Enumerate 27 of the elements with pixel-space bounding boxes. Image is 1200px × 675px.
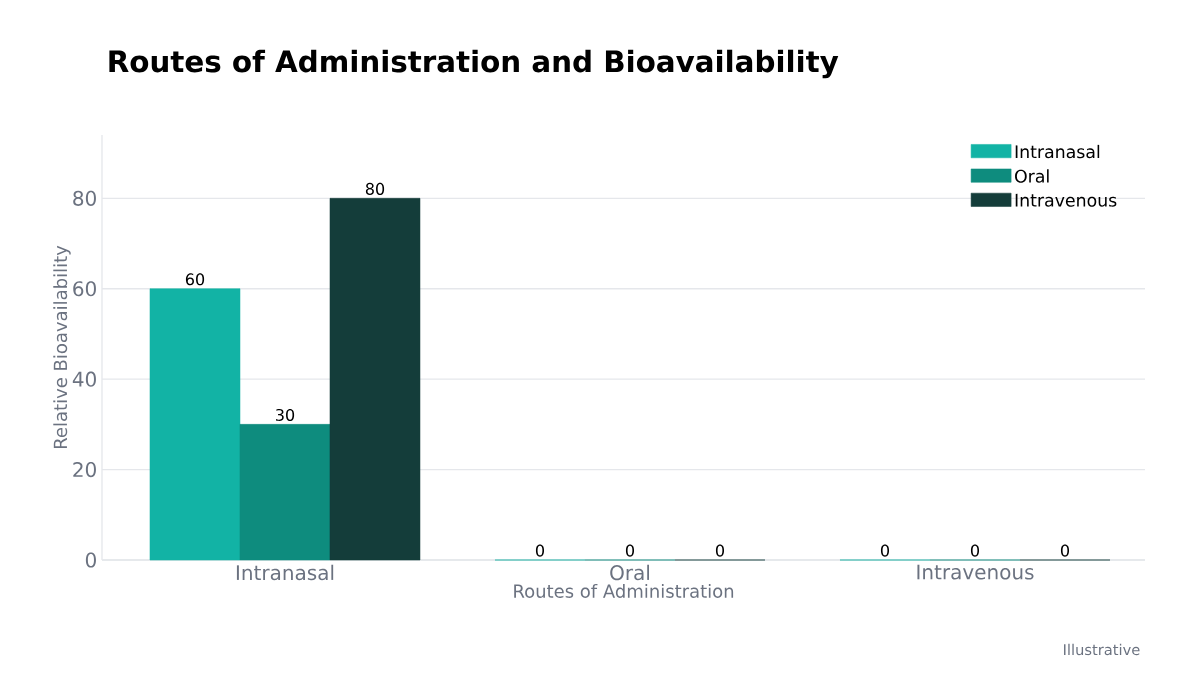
text: Illustrative [1064, 643, 1140, 656]
y-tick-label: 20 [73, 462, 96, 478]
legend-label: Intravenous [1015, 193, 1117, 207]
y-tick-label: 60 [73, 281, 96, 297]
x-axis-title: Routes of Administration [514, 584, 734, 598]
legend-label: Intranasal [1015, 144, 1100, 159]
bar [239, 424, 331, 561]
chart-title: Routes of Administration and Bioavailability [109, 49, 839, 79]
data-label: 30 [276, 408, 295, 421]
y-tick-label: 40 [72, 371, 96, 387]
x-tick-label: Oral [610, 564, 650, 581]
y-tick-label: 80 [73, 190, 96, 206]
data-label: 0 [970, 544, 980, 557]
y-tick-label: 0 [85, 552, 96, 568]
y-axis-title: Relative Bioavailability [53, 245, 71, 449]
bar [149, 288, 241, 561]
data-label: 0 [880, 544, 890, 557]
x-tick-label: Intravenous [917, 564, 1034, 580]
data-label: 0 [1060, 544, 1070, 557]
data-label: 80 [365, 182, 385, 195]
data-label: 0 [535, 544, 545, 557]
legend-label: Oral [1015, 169, 1049, 183]
x-tick-label: Intranasal [236, 564, 334, 581]
bar [329, 198, 421, 561]
data-label: 60 [185, 273, 205, 286]
data-label: 0 [715, 544, 725, 557]
data-label: 0 [625, 544, 635, 557]
